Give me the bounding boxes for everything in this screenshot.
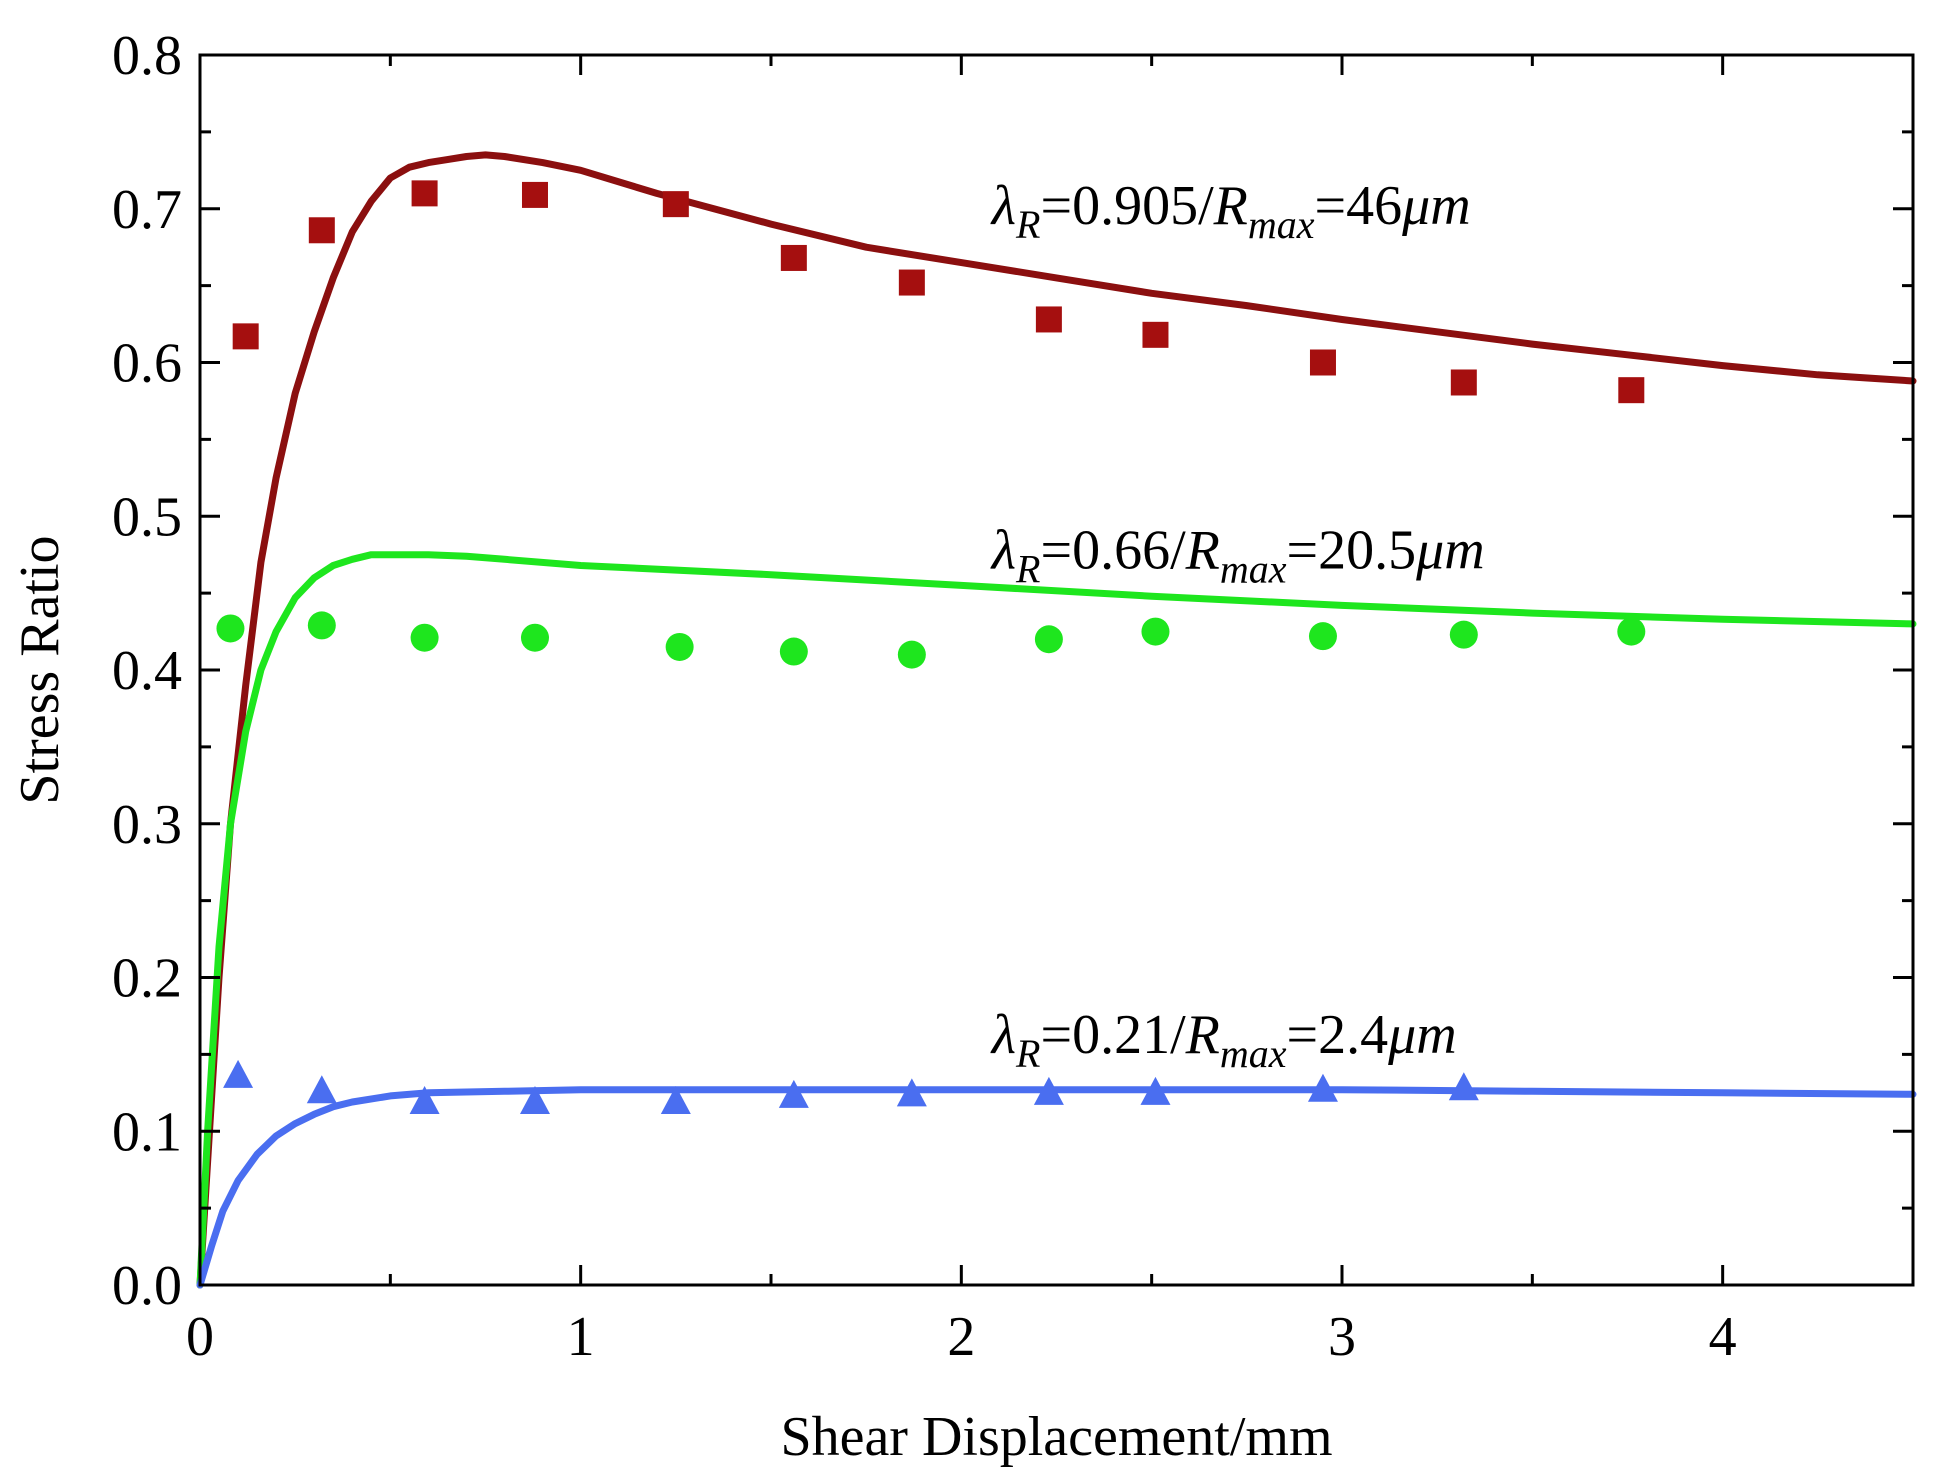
data-point-circle [1308,622,1337,651]
data-point-triangle [1140,1076,1171,1105]
annotation-lambda-subscript: R [1015,547,1040,592]
data-point-circle [520,623,549,652]
data-point-triangle [896,1078,927,1107]
data-point-square [1309,349,1336,376]
data-point-square [1035,306,1062,333]
data-point-square [780,244,807,271]
series-line [196,551,1917,1289]
series-annotation: λR=0.21/Rmax=2.4μm [990,1004,1457,1076]
data-point-square [898,269,925,296]
data-point-square [1450,369,1477,396]
annotation-lambda: λ [990,520,1016,582]
y-tick-label: 0.4 [112,640,182,702]
data-point-triangle [1307,1073,1338,1102]
data-point-triangle [223,1059,254,1088]
data-point-square [521,181,548,208]
y-tick-label: 0.7 [112,179,182,241]
x-tick-label: 4 [1709,1306,1737,1368]
annotation-unit: μm [1401,175,1471,237]
data-point-triangle [306,1075,337,1104]
plot-series [196,151,1917,1289]
data-point-circle [1034,625,1063,654]
y-tick-label: 0.2 [112,948,182,1010]
data-point-circle [1141,617,1170,646]
data-point-circle [410,623,439,652]
data-point-triangle [1033,1076,1064,1105]
x-tick-label: 3 [1328,1306,1356,1368]
data-point-square [232,323,259,350]
data-point-square [308,217,335,244]
data-point-triangle [660,1086,691,1115]
data-point-circle [216,614,245,643]
y-tick-label: 0.1 [112,1101,182,1163]
data-point-circle [665,632,694,661]
series-annotation: λR=0.66/Rmax=20.5μm [990,520,1485,592]
data-point-square [662,191,689,218]
annotation-unit: μm [1415,520,1485,582]
series-line [196,1086,1917,1289]
y-tick-label: 0.8 [112,25,182,87]
annotation-lambda: λ [990,1004,1016,1066]
data-point-triangle [1448,1072,1479,1101]
data-point-triangle [519,1086,550,1115]
annotation-r: R [1213,175,1248,237]
annotations: λR=0.905/Rmax=46μmλR=0.66/Rmax=20.5μmλR=… [990,175,1485,1076]
annotation-r: R [1185,1004,1220,1066]
annotation-unit: μm [1387,1004,1457,1066]
data-point-triangle [409,1086,440,1115]
annotation-lambda: λ [990,175,1016,237]
annotation-r-subscript: max [1248,202,1315,247]
data-point-square [1142,321,1169,348]
x-tick-label: 0 [186,1306,214,1368]
data-point-circle [897,640,926,669]
y-tick-label: 0.5 [112,486,182,548]
y-tick-label: 0.0 [112,1255,182,1317]
y-tick-label: 0.3 [112,794,182,856]
annotation-lambda-value: =0.21/ [1040,1004,1186,1066]
series-line [196,151,1917,1289]
data-point-square [411,180,438,207]
annotation-r-value: =20.5 [1286,520,1416,582]
annotation-r: R [1185,520,1220,582]
x-tick-label: 2 [947,1306,975,1368]
series-annotation: λR=0.905/Rmax=46μm [990,175,1471,247]
annotation-lambda-value: =0.66/ [1040,520,1186,582]
data-point-circle [307,611,336,640]
data-point-square [1618,377,1645,404]
y-axis-title: Stress Ratio [9,535,71,804]
annotation-r-value: =46 [1314,175,1402,237]
axis-ticks: 0 1 2 3 4 0.0 0.1 0.2 0.3 0.4 0.5 0.6 0.7 0.8 [112,25,1913,1368]
data-point-circle [1617,617,1646,646]
x-tick-label: 1 [567,1306,595,1368]
y-tick-label: 0.6 [112,333,182,395]
data-point-triangle [778,1079,809,1108]
annotation-lambda-value: =0.905/ [1040,175,1214,237]
annotation-lambda-subscript: R [1015,202,1040,247]
annotation-r-value: =2.4 [1286,1004,1388,1066]
data-point-circle [1449,620,1478,649]
annotation-r-subscript: max [1220,547,1287,592]
annotation-lambda-subscript: R [1015,1031,1040,1076]
annotation-r-subscript: max [1220,1031,1287,1076]
data-point-circle [779,637,808,666]
x-axis-title: Shear Displacement/mm [780,1406,1332,1468]
